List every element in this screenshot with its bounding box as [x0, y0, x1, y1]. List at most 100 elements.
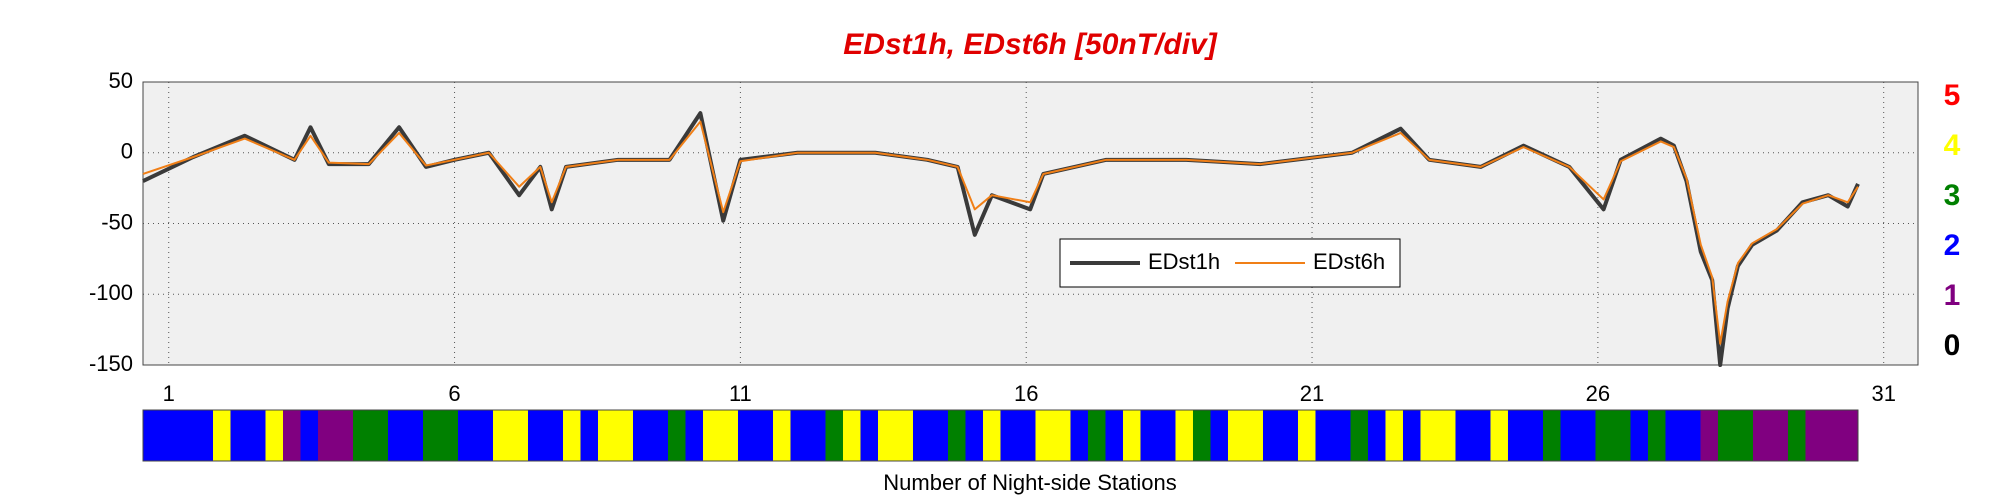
colorbar-cell: [632, 410, 651, 461]
colorbar-cell: [1000, 410, 1019, 461]
colorbar-cell: [1402, 410, 1421, 461]
colorbar-cell: [1612, 410, 1631, 461]
y-tick-label: -100: [89, 280, 133, 305]
colorbar-cell: [1752, 410, 1771, 461]
colorbar-cell: [387, 410, 406, 461]
colorbar-cell: [1105, 410, 1124, 461]
colorbar-cell: [300, 410, 319, 461]
colorbar-cell: [370, 410, 389, 461]
colorbar-cell: [1507, 410, 1526, 461]
colorbar-cell: [1822, 410, 1841, 461]
colorbar-cell: [1262, 410, 1281, 461]
colorbar-cell: [1245, 410, 1264, 461]
colorbar-cell: [177, 410, 196, 461]
colorbar-cell: [1297, 410, 1316, 461]
legend-label: EDst6h: [1313, 249, 1385, 274]
colorbar-cell: [965, 410, 984, 461]
colorbar-cell: [930, 410, 949, 461]
y-tick-label: 50: [109, 68, 133, 93]
colorbar-cell: [825, 410, 844, 461]
colorbar-cell: [352, 410, 371, 461]
colorbar-cell: [1595, 410, 1614, 461]
colorbar-cell: [1490, 410, 1509, 461]
colorbar-cell: [1560, 410, 1579, 461]
colorbar-cell: [1735, 410, 1754, 461]
legend-label: EDst1h: [1148, 249, 1220, 274]
colorbar-cell: [1210, 410, 1229, 461]
y-tick-label: -50: [101, 209, 133, 234]
colorbar-cell: [790, 410, 809, 461]
colorbar-cell: [1315, 410, 1334, 461]
colorbar-cell: [1175, 410, 1194, 461]
colorbar-cell: [1087, 410, 1106, 461]
colorbar-cell: [1385, 410, 1404, 461]
colorbar-cell: [405, 410, 424, 461]
colorbar-cell: [212, 410, 231, 461]
colorbar-cell: [1770, 410, 1789, 461]
colorbar-cell: [667, 410, 686, 461]
colorbar-cell: [1840, 410, 1859, 461]
colorbar-label: Number of Night-side Stations: [883, 470, 1176, 495]
colorbar-cell: [545, 410, 564, 461]
plot-area: [143, 82, 1918, 365]
level-label: 4: [1944, 129, 1961, 162]
colorbar-cell: [702, 410, 721, 461]
x-tick-label: 1: [163, 381, 175, 406]
colorbar-cell: [772, 410, 791, 461]
x-tick-label: 26: [1586, 381, 1610, 406]
colorbar-cell: [457, 410, 476, 461]
colorbar-cell: [1647, 410, 1666, 461]
colorbar-cell: [1332, 410, 1351, 461]
colorbar-cell: [1052, 410, 1071, 461]
colorbar-cell: [1455, 410, 1474, 461]
level-label: 5: [1944, 79, 1961, 112]
colorbar-cell: [160, 410, 179, 461]
colorbar-cell: [1035, 410, 1054, 461]
colorbar-cell: [230, 410, 249, 461]
colorbar-cell: [685, 410, 704, 461]
colorbar-cell: [1017, 410, 1036, 461]
colorbar-cell: [195, 410, 214, 461]
y-tick-label: 0: [121, 139, 133, 164]
colorbar-cell: [650, 410, 669, 461]
x-tick-label: 11: [729, 381, 752, 406]
colorbar-cell: [475, 410, 494, 461]
colorbar-cell: [1122, 410, 1141, 461]
colorbar-cell: [1700, 410, 1719, 461]
y-tick-label: -150: [89, 351, 133, 376]
colorbar-cell: [1577, 410, 1596, 461]
colorbar-cell: [1542, 410, 1561, 461]
colorbar-cell: [1192, 410, 1211, 461]
colorbar-cell: [562, 410, 581, 461]
colorbar-cell: [1787, 410, 1806, 461]
colorbar-cell: [807, 410, 826, 461]
colorbar-cell: [615, 410, 634, 461]
x-tick-label: 31: [1871, 381, 1895, 406]
colorbar-cell: [737, 410, 756, 461]
colorbar-cell: [265, 410, 284, 461]
colorbar-cell: [1717, 410, 1736, 461]
x-tick-label: 6: [448, 381, 460, 406]
colorbar-cell: [1157, 410, 1176, 461]
colorbar-cell: [580, 410, 599, 461]
chart-title: EDst1h, EDst6h [50nT/div]: [843, 28, 1217, 61]
colorbar-cell: [860, 410, 879, 461]
colorbar-cell: [1070, 410, 1089, 461]
level-label: 1: [1944, 279, 1961, 312]
colorbar-cell: [143, 410, 161, 461]
colorbar-cell: [1140, 410, 1159, 461]
colorbar-cell: [1525, 410, 1544, 461]
colorbar-cell: [755, 410, 774, 461]
colorbar-frame: [142, 409, 1859, 462]
colorbar-cell: [720, 410, 739, 461]
colorbar-cell: [1437, 410, 1456, 461]
colorbar-cell: [247, 410, 266, 461]
colorbar-cell: [317, 410, 336, 461]
colorbar-cell: [510, 410, 529, 461]
colorbar-cell: [1472, 410, 1491, 461]
level-label: 2: [1944, 229, 1961, 262]
series-line: [142, 120, 1859, 345]
colorbar-cell: [527, 410, 546, 461]
colorbar-cell: [842, 410, 861, 461]
